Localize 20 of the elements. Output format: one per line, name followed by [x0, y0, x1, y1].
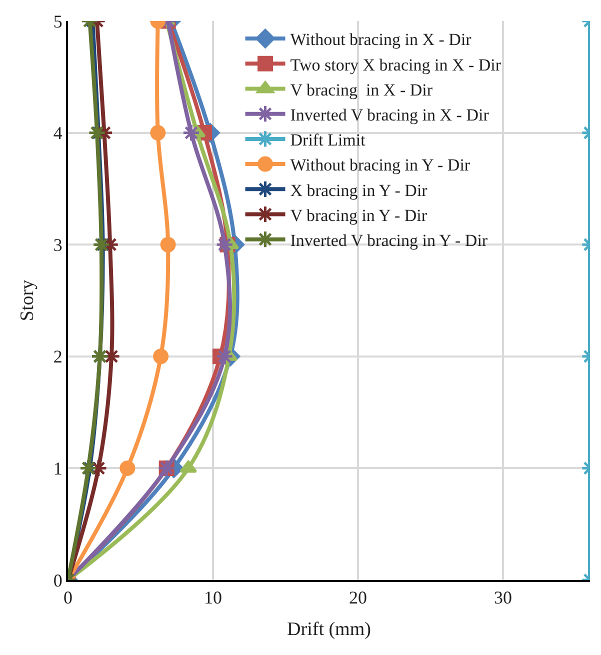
y-axis-title: Story	[16, 279, 38, 322]
y-tick-label: 3	[53, 234, 62, 255]
legend-label: Inverted V bracing in Y - Dir	[290, 230, 488, 250]
y-tick-label: 5	[53, 11, 62, 32]
x-tick-label: 30	[494, 588, 512, 608]
y-tick-label: 2	[53, 346, 62, 367]
legend-label: V bracing in Y - Dir	[290, 206, 428, 225]
legend-label: Inverted V bracing in X - Dir	[290, 105, 490, 124]
legend-label: Two story X bracing in X - Dir	[290, 55, 502, 74]
legend-label: V bracing in X - Dir	[290, 80, 433, 100]
legend-label: Without bracing in X - Dir	[290, 30, 472, 50]
y-tick-label: 1	[53, 458, 62, 478]
x-axis-title: Drift (mm)	[287, 618, 371, 640]
legend-label: Without bracing in Y - Dir	[290, 156, 470, 175]
legend-label: Drift Limit	[290, 130, 366, 150]
y-tick-label: 0	[53, 570, 62, 590]
x-tick-label: 20	[349, 588, 367, 608]
x-tick-label: 10	[204, 588, 222, 608]
legend-label: X bracing in Y - Dir	[290, 180, 428, 200]
y-tick-label: 4	[53, 123, 62, 144]
